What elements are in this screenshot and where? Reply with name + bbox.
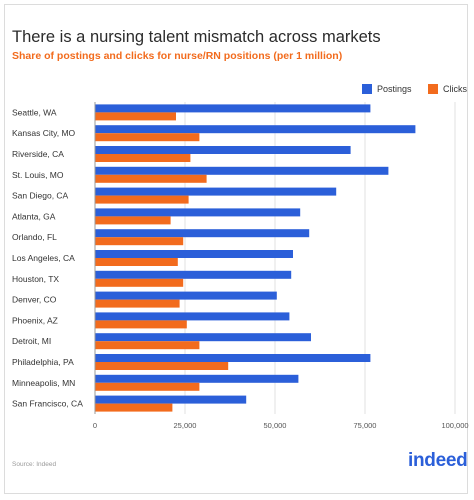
bar-clicks	[95, 320, 187, 329]
bar-clicks	[95, 341, 200, 350]
category-label: San Diego, CA	[12, 191, 69, 201]
category-label: Phoenix, AZ	[12, 315, 58, 325]
legend-postings-swatch	[362, 84, 372, 94]
category-label: Minneapolis, MN	[12, 378, 75, 388]
chart-subtitle: Share of postings and clicks for nurse/R…	[12, 50, 343, 62]
category-label: Riverside, CA	[12, 149, 64, 159]
category-label: Orlando, FL	[12, 232, 57, 242]
bar-postings	[95, 333, 311, 342]
x-tick-label: 50,000	[264, 421, 287, 430]
bar-postings	[95, 146, 351, 154]
bar-postings	[95, 187, 337, 196]
x-tick-label: 75,000	[354, 421, 377, 430]
category-label: Philadelphia, PA	[12, 357, 74, 367]
bar-clicks	[95, 154, 191, 162]
category-label: Detroit, MI	[12, 336, 51, 346]
bar-clicks	[95, 403, 173, 412]
bar-postings	[95, 374, 299, 383]
bar-postings	[95, 291, 277, 300]
category-label: Los Angeles, CA	[12, 253, 75, 263]
legend-clicks-label: Clicks	[443, 84, 467, 94]
x-tick-label: 0	[93, 421, 97, 430]
bar-clicks	[95, 216, 171, 225]
bar-postings	[95, 354, 371, 362]
bar-postings	[95, 208, 301, 217]
x-tick-label: 100,000	[441, 421, 468, 430]
bar-clicks	[95, 133, 200, 142]
chart-frame	[4, 4, 468, 494]
category-label: Kansas City, MO	[12, 128, 76, 138]
legend-clicks: Clicks	[428, 84, 467, 94]
x-tick-label: 25,000	[174, 421, 197, 430]
category-label: Atlanta, GA	[12, 211, 56, 221]
bar-clicks	[95, 362, 229, 370]
category-label: Houston, TX	[12, 274, 59, 284]
bar-clicks	[95, 258, 178, 266]
indeed-logo: indeed	[408, 450, 468, 471]
bar-postings	[95, 104, 371, 113]
legend-clicks-swatch	[428, 84, 438, 94]
bar-postings	[95, 395, 247, 404]
bar-postings	[95, 229, 310, 238]
bar-clicks	[95, 237, 184, 246]
bar-postings	[95, 125, 416, 134]
bar-postings	[95, 270, 292, 279]
legend-postings: Postings	[362, 84, 412, 94]
category-label: San Francisco, CA	[12, 399, 83, 409]
bar-clicks	[95, 299, 180, 308]
bar-clicks	[95, 174, 207, 183]
bar-postings	[95, 250, 293, 258]
category-label: Denver, CO	[12, 295, 57, 305]
chart-title: There is a nursing talent mismatch acros…	[12, 28, 381, 46]
bar-clicks	[95, 278, 184, 287]
bar-clicks	[95, 382, 200, 391]
category-label: Seattle, WA	[12, 107, 57, 117]
legend-postings-label: Postings	[377, 84, 412, 94]
bar-clicks	[95, 112, 176, 121]
bar-clicks	[95, 195, 189, 204]
category-label: St. Louis, MO	[12, 170, 64, 180]
source-note: Source: Indeed	[12, 461, 57, 468]
bar-postings	[95, 312, 290, 321]
bar-postings	[95, 166, 389, 175]
